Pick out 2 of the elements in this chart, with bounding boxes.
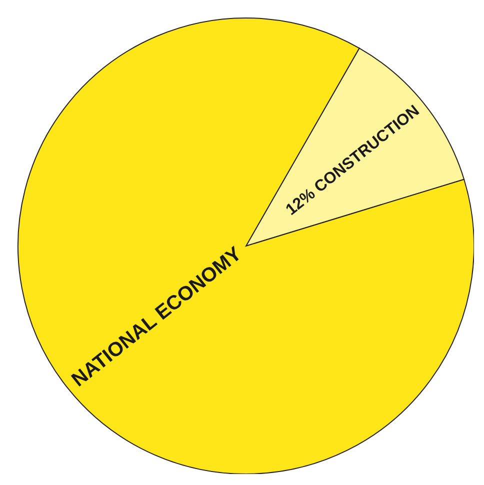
pie-slice: [18, 18, 474, 474]
pie-slice: [246, 48, 465, 246]
